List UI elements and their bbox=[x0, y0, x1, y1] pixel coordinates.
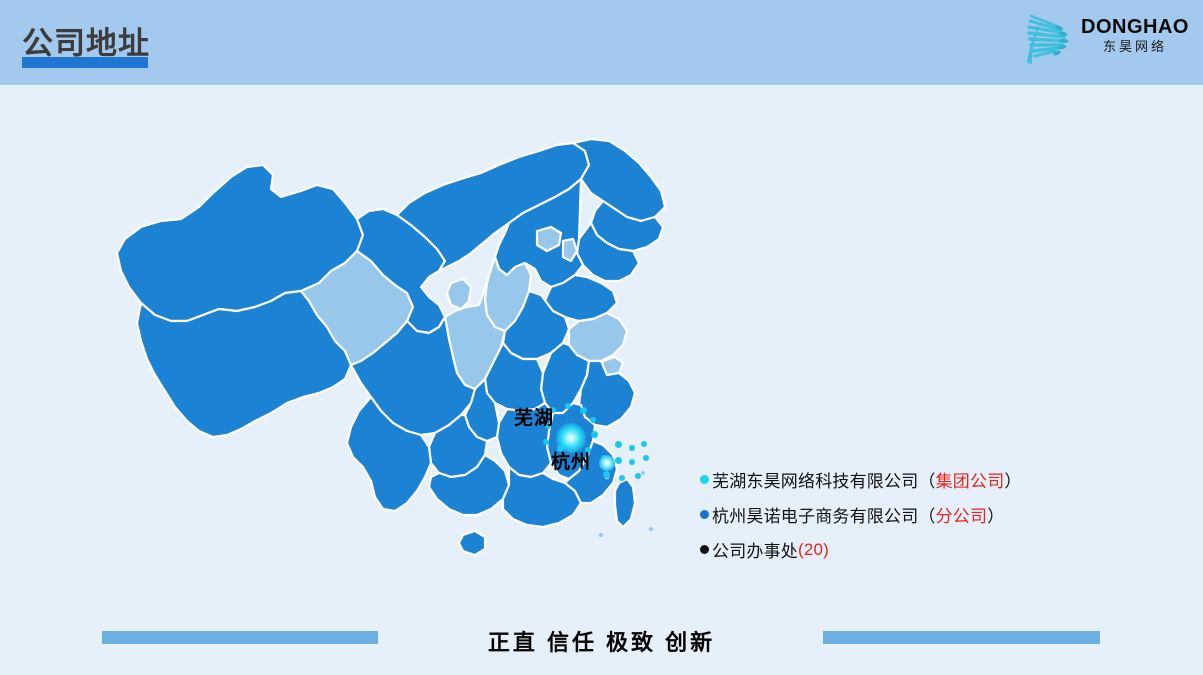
legend-tag: (20) bbox=[798, 539, 830, 559]
legend-item-group-company: 芜湖东昊网络科技有限公司 （集团公司） bbox=[700, 462, 1040, 497]
legend-bullet-icon bbox=[700, 545, 709, 554]
province-hunan bbox=[495, 401, 555, 479]
office-marker bbox=[635, 473, 641, 479]
province-zhejiang bbox=[577, 359, 637, 429]
map-label-hangzhou: 杭州 bbox=[551, 452, 592, 473]
legend-item-branch-company: 杭州昊诺电子商务有限公司 （分公司） bbox=[700, 497, 1040, 532]
province-heilongjiang bbox=[571, 137, 667, 223]
province-hubei bbox=[483, 341, 547, 413]
office-marker bbox=[629, 459, 635, 465]
office-marker bbox=[585, 447, 591, 453]
province-taiwan bbox=[613, 477, 637, 529]
province-tianjin bbox=[561, 237, 579, 263]
legend-tag: （分公司） bbox=[918, 507, 1005, 526]
islet bbox=[641, 471, 645, 475]
office-marker bbox=[590, 417, 596, 423]
legend-item-offices: 公司办事处 (20) bbox=[700, 532, 1040, 567]
legend-bullet-icon bbox=[700, 475, 709, 484]
logo-name: DONGHAO bbox=[1081, 16, 1189, 38]
footer-bar-left bbox=[102, 631, 378, 644]
fan-feather-logo-icon bbox=[1019, 8, 1081, 70]
office-marker bbox=[629, 445, 635, 451]
hangzhou-branch-marker bbox=[599, 455, 615, 471]
islet bbox=[599, 533, 603, 537]
map-label-wuhu: 芜湖 bbox=[514, 408, 555, 429]
legend-label: 芜湖东昊网络科技有限公司 bbox=[712, 472, 919, 491]
page-title: 公司地址 bbox=[22, 26, 150, 61]
province-gansu bbox=[355, 207, 447, 335]
office-marker bbox=[580, 407, 587, 414]
page-header: 公司地址 bbox=[0, 0, 1203, 85]
footer-bar-right bbox=[823, 631, 1100, 644]
office-marker bbox=[550, 407, 556, 413]
legend-bullet-icon bbox=[700, 510, 709, 519]
office-marker bbox=[543, 439, 549, 445]
legend-tag: （集团公司） bbox=[918, 472, 1022, 491]
office-marker bbox=[565, 403, 571, 409]
legend-label: 公司办事处 bbox=[712, 542, 798, 561]
province-yunnan bbox=[345, 395, 433, 513]
legend-label: 杭州昊诺电子商务有限公司 bbox=[712, 507, 919, 526]
china-provinces-map: 芜湖 杭州 bbox=[95, 135, 715, 615]
islet bbox=[649, 527, 653, 531]
footer-slogan: 正直 信任 极致 创新 bbox=[487, 630, 716, 655]
province-guangdong bbox=[501, 465, 583, 529]
office-marker bbox=[603, 471, 610, 478]
province-hainan bbox=[457, 529, 487, 557]
logo-text-block: DONGHAO 东昊网络 bbox=[1081, 16, 1189, 56]
office-marker bbox=[615, 441, 622, 448]
office-marker bbox=[619, 475, 625, 481]
office-marker bbox=[643, 455, 649, 461]
address-legend: 芜湖东昊网络科技有限公司 （集团公司） 杭州昊诺电子商务有限公司 （分公司） 公… bbox=[700, 462, 1040, 567]
province-chongqing bbox=[463, 377, 501, 443]
province-ningxia bbox=[445, 277, 473, 311]
province-beijing bbox=[535, 225, 563, 253]
office-marker bbox=[641, 441, 647, 447]
logo-subtitle: 东昊网络 bbox=[1102, 39, 1167, 54]
province-tibet bbox=[135, 289, 353, 439]
office-marker bbox=[591, 431, 598, 438]
title-underline-accent bbox=[22, 57, 148, 68]
office-marker bbox=[545, 423, 551, 429]
office-marker bbox=[615, 457, 622, 464]
brand-logo: DONGHAO 东昊网络 bbox=[1019, 6, 1189, 72]
wuhu-headquarters-marker bbox=[556, 423, 586, 453]
